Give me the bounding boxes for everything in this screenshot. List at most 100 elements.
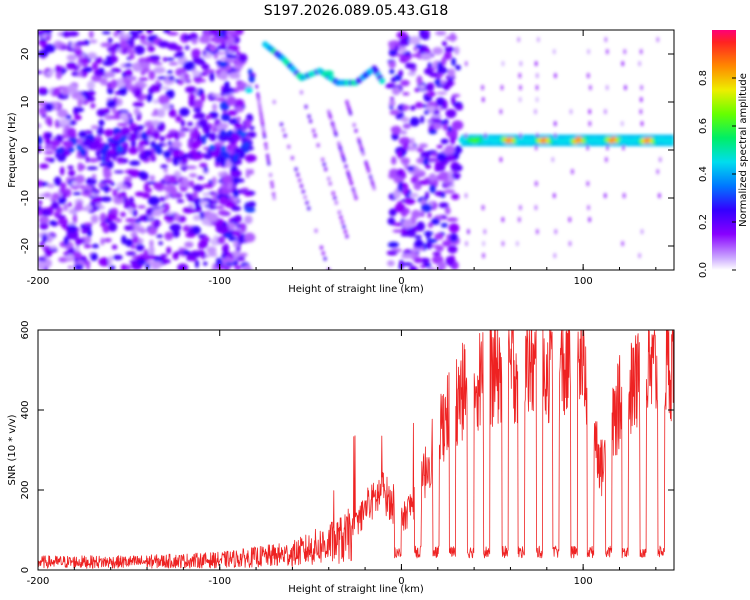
spectrogram-cell <box>465 241 468 247</box>
spectrogram-cell <box>236 116 241 123</box>
spectrogram-cell <box>72 251 82 260</box>
colorbar-scale <box>712 30 736 270</box>
spectrogram-cell <box>184 45 190 51</box>
spectrogram-cell <box>255 84 259 89</box>
spectrogram-cell <box>427 222 434 229</box>
spectrogram-cell <box>324 167 328 172</box>
spectrogram-cell <box>66 254 74 260</box>
spectrogram-cell <box>150 143 158 149</box>
spectrogram-cell <box>219 100 230 111</box>
spectrogram-cell <box>218 61 228 68</box>
spectrogram-cell <box>294 167 298 172</box>
spectrogram-cell <box>108 222 118 232</box>
spectrogram-cell <box>199 118 208 129</box>
spectrogram-cell <box>103 169 112 179</box>
spectrogram-cell <box>167 140 173 146</box>
spectrogram-cell <box>334 200 338 205</box>
spectrogram-cell <box>343 229 347 234</box>
spectrogram-cell <box>604 37 608 43</box>
spectrogram-cell <box>165 57 175 61</box>
snr-xtick-label: -100 <box>208 576 231 587</box>
spectrogram-cell <box>159 135 166 142</box>
spectrogram-cell <box>53 211 60 217</box>
spectrogram-cell <box>328 181 332 186</box>
spectrogram-cell <box>638 61 641 67</box>
spectrogram-cell <box>112 254 123 260</box>
spectrogram-cell <box>135 258 146 266</box>
spectrogram-cell <box>133 107 140 116</box>
spectrogram-cell <box>516 241 519 247</box>
spectrogram-cell <box>418 143 428 149</box>
spectrogram-cell <box>390 125 402 135</box>
spectrogram-cell <box>447 126 453 132</box>
spectrogram-cell <box>640 229 644 235</box>
spectrogram-cell <box>423 67 434 75</box>
spectrogram-cell <box>209 144 216 151</box>
spectrogram-cell <box>587 49 590 55</box>
spectrogram-cell <box>217 236 226 245</box>
spectrogram-cell <box>405 62 417 70</box>
spectrogram-cell <box>322 162 326 167</box>
spectrogram-cell <box>39 221 49 230</box>
spectrogram-cell <box>102 179 113 184</box>
spectrogram-cell <box>554 121 557 127</box>
spectrogram-cell <box>553 193 556 199</box>
spectrogram-cell <box>153 66 166 74</box>
spectrogram-cell <box>659 157 662 163</box>
spectrogram-cell <box>72 192 82 196</box>
spectrogram-cell <box>437 73 443 78</box>
spectrogram-cell <box>194 259 200 269</box>
spectrogram-cell <box>534 145 538 151</box>
spectrogram-cell <box>119 39 127 49</box>
spectrogram-cell <box>396 31 408 39</box>
spectrogram-cell <box>157 76 167 80</box>
spectrogram-cell <box>402 218 413 229</box>
spectrogram-cell <box>192 70 201 77</box>
spectrogram-cell <box>55 148 64 154</box>
spectrogram-cell <box>82 66 93 73</box>
chart-title: S197.2026.089.05.43.G18 <box>264 3 449 19</box>
spectrogram-cell <box>209 44 217 52</box>
spectrogram-cell <box>146 93 153 103</box>
spectrogram-cell <box>481 205 485 211</box>
spectrogram-cell <box>66 224 78 234</box>
spectrogram-cell <box>638 253 641 259</box>
spectrogram-cell <box>67 165 74 170</box>
spectrogram-cell <box>270 180 274 185</box>
spectrogram-cell <box>272 192 276 197</box>
spectrogram-cell <box>134 225 142 231</box>
spectrogram-cell <box>101 154 107 163</box>
spectrogram-cell <box>436 144 444 149</box>
spectrogram-cell <box>447 245 458 254</box>
spectrogram-cell <box>44 102 54 112</box>
spectrogram-cell <box>83 189 90 193</box>
spectrogram-cell <box>233 149 243 154</box>
spectrogram-cell <box>205 114 211 120</box>
spectrogram-cell <box>67 30 79 37</box>
spectrogram-cell <box>231 177 242 184</box>
spectrogram-cell <box>447 170 453 178</box>
spectrogram-cell <box>272 100 276 104</box>
spectrogram-cell <box>228 72 240 79</box>
spectrogram-cell <box>109 182 116 186</box>
spectrogram-cell <box>85 177 97 186</box>
spectrogram-cell <box>407 71 416 76</box>
spectrogram-cell <box>621 241 624 247</box>
spectrogram-cell <box>72 214 78 224</box>
spectrogram-cell <box>430 152 439 157</box>
spectrogram-cell <box>104 155 110 163</box>
spectrogram-cell <box>67 202 72 207</box>
spectrogram-cell <box>132 209 138 217</box>
spectrogram-cell <box>228 136 235 144</box>
spectrogram-cell <box>64 150 71 156</box>
spectrogram-cell <box>192 190 198 200</box>
snr-ylabel: SNR (10 * v/v) <box>7 414 18 485</box>
spectrogram-cell <box>482 241 485 247</box>
spectrogram-cell <box>91 62 99 70</box>
spectrogram-cell <box>83 222 93 226</box>
spectrogram-cell <box>98 119 105 127</box>
spectrogram-cell <box>67 133 77 138</box>
spectrogram-cell <box>129 259 140 264</box>
spectrogram-cell <box>194 57 205 66</box>
